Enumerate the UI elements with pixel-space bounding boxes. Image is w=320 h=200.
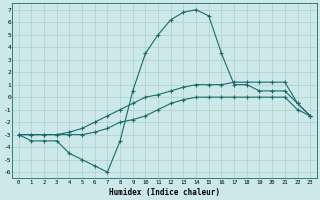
- X-axis label: Humidex (Indice chaleur): Humidex (Indice chaleur): [109, 188, 220, 197]
